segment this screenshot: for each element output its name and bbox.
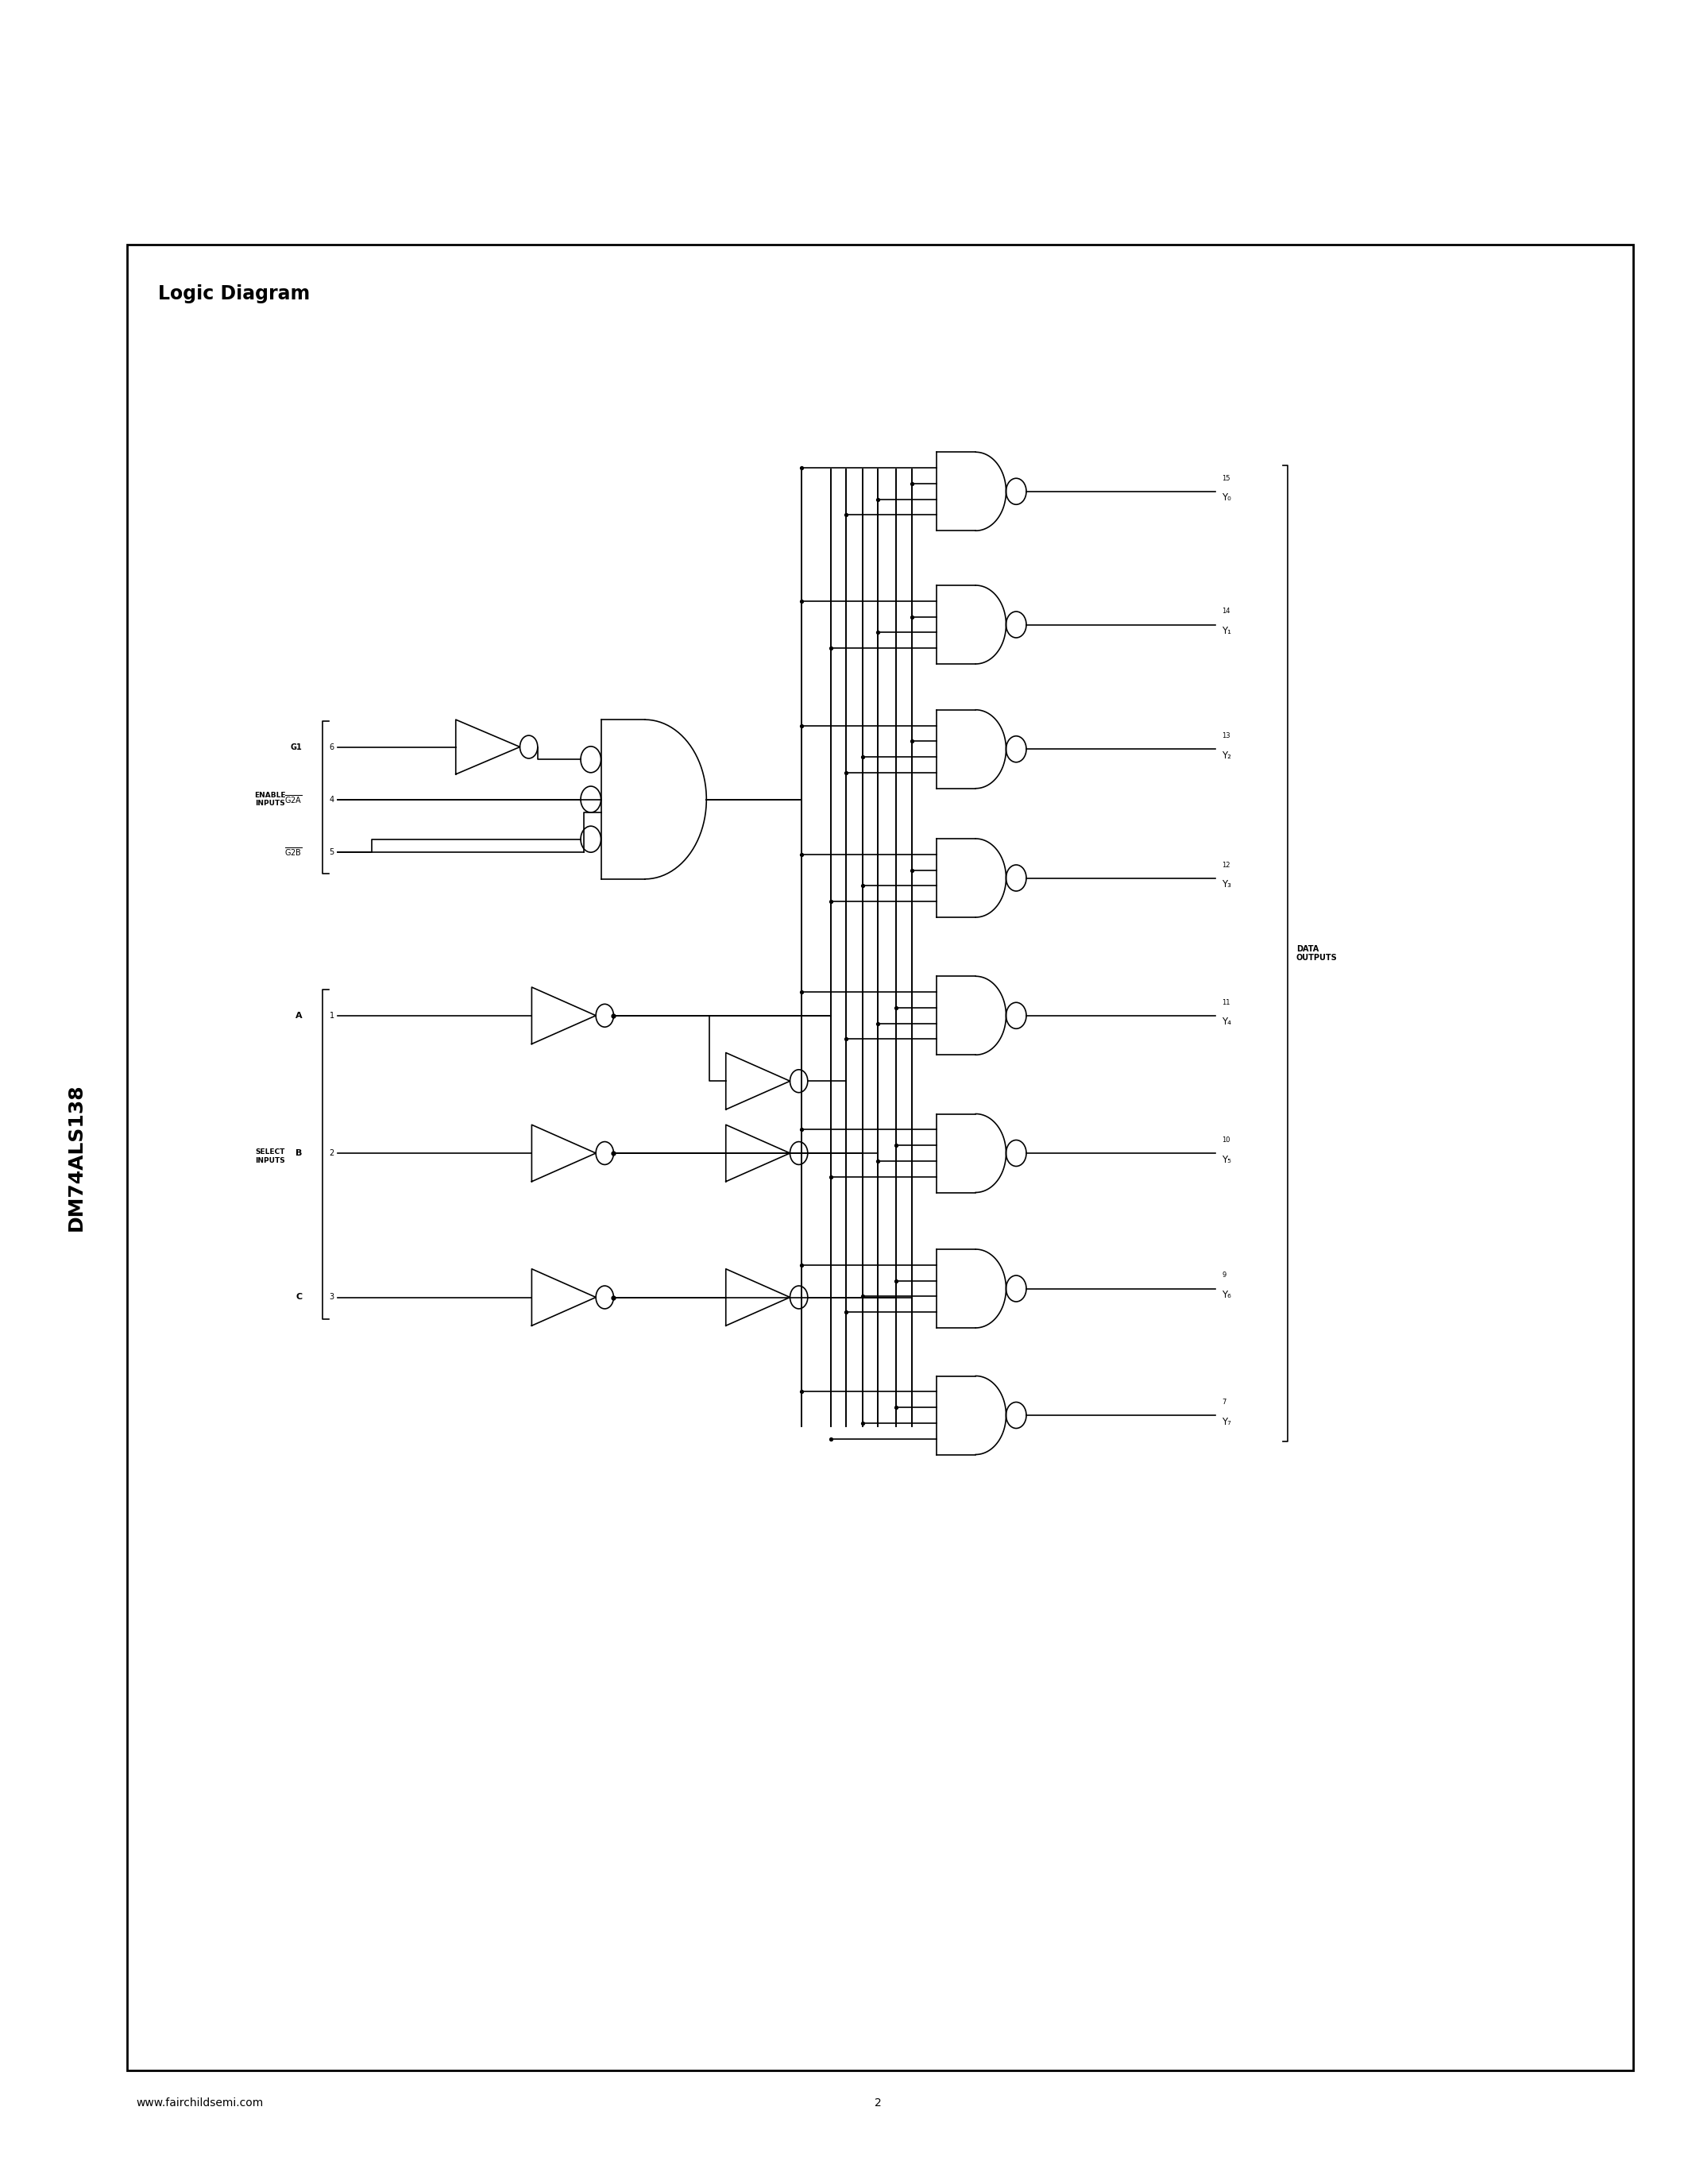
Text: $\overline{\rm G2A}$: $\overline{\rm G2A}$ (284, 793, 302, 806)
Text: ENABLE
INPUTS: ENABLE INPUTS (255, 791, 285, 808)
Text: 7: 7 (1222, 1398, 1227, 1406)
Text: Y₂: Y₂ (1222, 751, 1232, 760)
Text: 11: 11 (1222, 998, 1231, 1007)
Text: 3: 3 (329, 1293, 334, 1302)
Text: Y₅: Y₅ (1222, 1155, 1232, 1164)
Text: 10: 10 (1222, 1136, 1231, 1144)
Text: $\overline{\rm G2B}$: $\overline{\rm G2B}$ (284, 845, 302, 858)
Text: B: B (295, 1149, 302, 1158)
Text: DATA
OUTPUTS: DATA OUTPUTS (1296, 946, 1337, 961)
Text: 6: 6 (329, 743, 334, 751)
Text: Y₆: Y₆ (1222, 1291, 1232, 1299)
Text: SELECT
INPUTS: SELECT INPUTS (255, 1149, 285, 1164)
Text: Y₄: Y₄ (1222, 1018, 1232, 1026)
Text: A: A (295, 1011, 302, 1020)
Text: 14: 14 (1222, 607, 1231, 616)
Text: 4: 4 (329, 795, 334, 804)
Text: G1: G1 (290, 743, 302, 751)
Text: 2: 2 (329, 1149, 334, 1158)
Text: Y₁: Y₁ (1222, 627, 1232, 636)
Text: 5: 5 (329, 847, 334, 856)
Text: 15: 15 (1222, 474, 1231, 483)
Text: 13: 13 (1222, 732, 1231, 740)
Text: DM74ALS138: DM74ALS138 (66, 1083, 86, 1232)
Text: Y₀: Y₀ (1222, 494, 1232, 502)
Text: Logic Diagram: Logic Diagram (159, 284, 311, 304)
Text: 12: 12 (1222, 860, 1231, 869)
Bar (128, 245, 1634, 2070)
Text: 9: 9 (1222, 1271, 1225, 1280)
Text: 1: 1 (329, 1011, 334, 1020)
Text: www.fairchildsemi.com: www.fairchildsemi.com (135, 2097, 263, 2110)
Text: 2: 2 (874, 2097, 881, 2110)
Text: C: C (295, 1293, 302, 1302)
Text: Y₃: Y₃ (1222, 880, 1232, 889)
Text: Y₇: Y₇ (1222, 1417, 1232, 1426)
